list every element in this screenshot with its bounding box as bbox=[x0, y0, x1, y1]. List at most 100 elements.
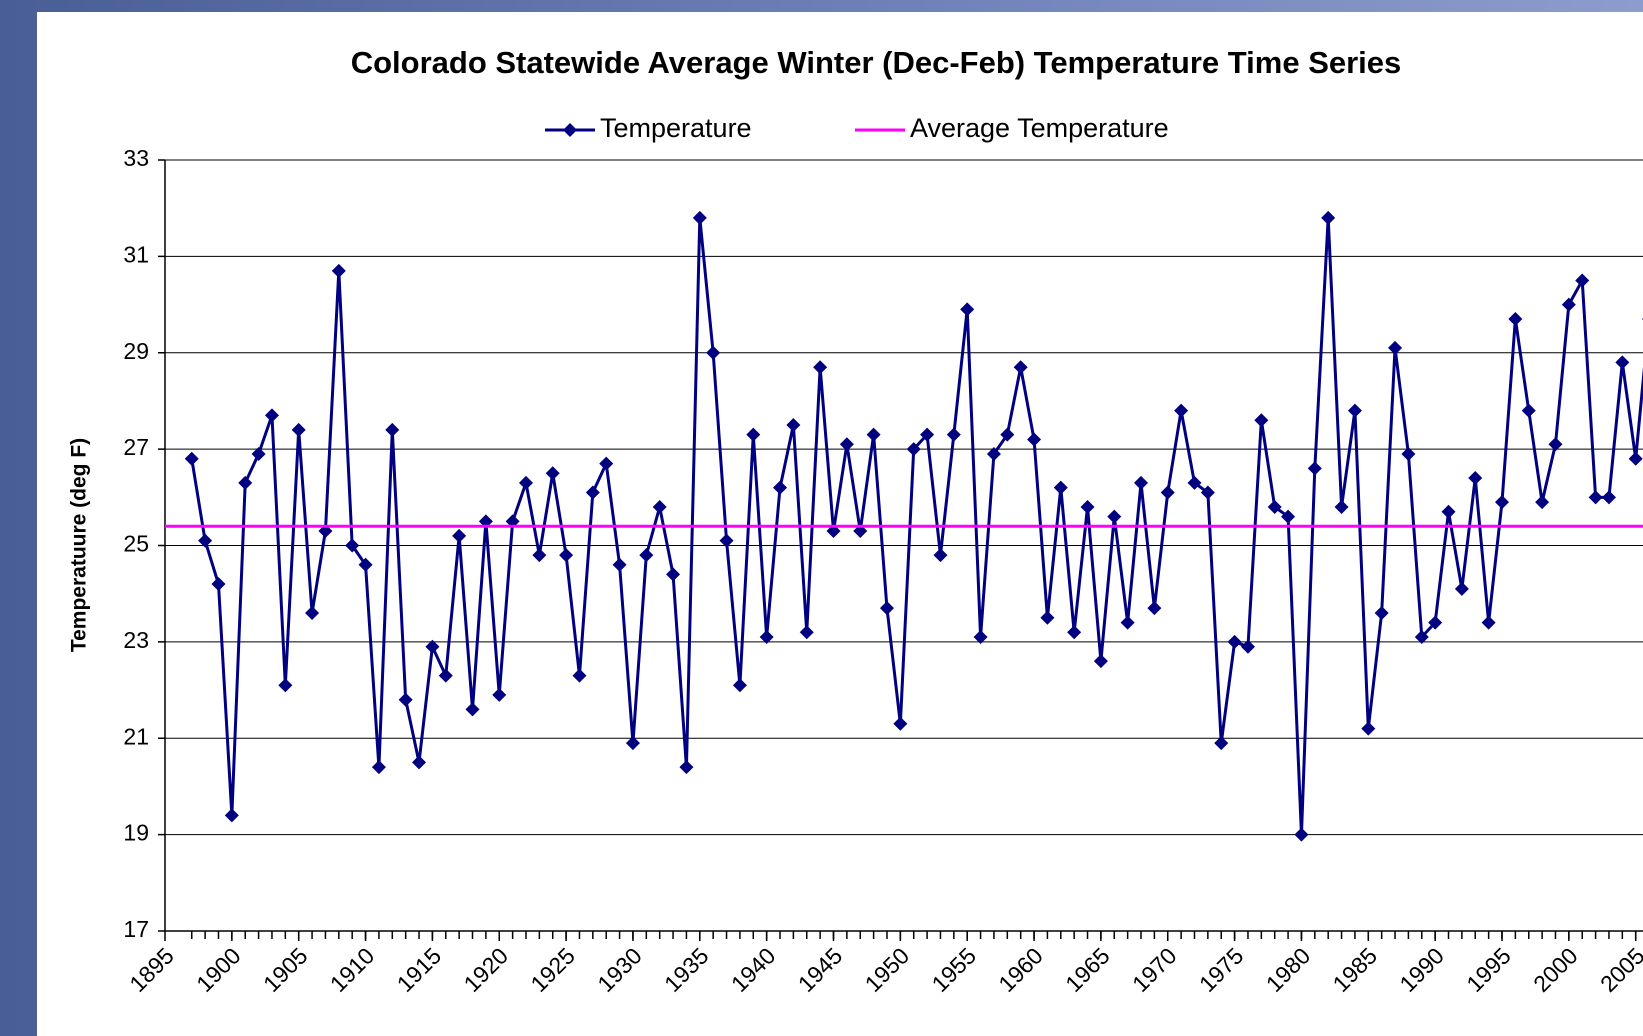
marker bbox=[799, 625, 814, 640]
marker bbox=[866, 427, 881, 442]
marker bbox=[518, 475, 533, 490]
marker bbox=[599, 456, 614, 471]
marker bbox=[1134, 475, 1149, 490]
marker bbox=[224, 808, 239, 823]
marker bbox=[1214, 736, 1229, 751]
marker bbox=[893, 716, 908, 731]
marker bbox=[1428, 615, 1443, 630]
marker bbox=[1080, 499, 1095, 514]
temperature-line bbox=[190, 217, 1643, 835]
marker bbox=[1281, 509, 1296, 524]
marker bbox=[1575, 273, 1590, 288]
marker bbox=[198, 533, 213, 548]
marker bbox=[264, 408, 279, 423]
marker bbox=[706, 345, 721, 360]
marker bbox=[1160, 485, 1175, 500]
marker bbox=[345, 538, 360, 553]
marker bbox=[652, 499, 667, 514]
marker bbox=[465, 702, 480, 717]
marker bbox=[973, 630, 988, 645]
marker bbox=[1240, 639, 1255, 654]
marker bbox=[211, 577, 226, 592]
chart-title: Colorado Statewide Average Winter (Dec-F… bbox=[351, 45, 1402, 80]
marker bbox=[946, 427, 961, 442]
marker bbox=[1174, 403, 1189, 418]
marker bbox=[412, 755, 427, 770]
marker bbox=[331, 263, 346, 278]
marker bbox=[773, 480, 788, 495]
marker bbox=[679, 760, 694, 775]
marker bbox=[1147, 601, 1162, 616]
marker bbox=[1200, 485, 1215, 500]
marker bbox=[639, 548, 654, 563]
legend-label: Average Temperature bbox=[910, 113, 1169, 143]
marker bbox=[666, 567, 681, 582]
marker bbox=[1468, 471, 1483, 486]
marker bbox=[1093, 654, 1108, 669]
legend-marker bbox=[563, 123, 577, 137]
marker bbox=[746, 427, 761, 442]
marker bbox=[438, 668, 453, 683]
y-tick-label: 23 bbox=[123, 627, 149, 653]
marker bbox=[452, 528, 467, 543]
marker bbox=[839, 437, 854, 452]
y-tick-label: 17 bbox=[123, 916, 149, 942]
marker bbox=[1013, 360, 1028, 375]
marker bbox=[1120, 615, 1135, 630]
marker bbox=[1361, 721, 1376, 736]
marker bbox=[1307, 461, 1322, 476]
marker bbox=[1187, 475, 1202, 490]
marker bbox=[425, 639, 440, 654]
marker bbox=[1107, 509, 1122, 524]
marker bbox=[291, 422, 306, 437]
marker bbox=[1267, 499, 1282, 514]
y-tick-label: 19 bbox=[123, 820, 149, 846]
y-tick-label: 31 bbox=[123, 241, 149, 267]
marker bbox=[692, 210, 707, 225]
y-tick-label: 33 bbox=[123, 145, 149, 171]
marker bbox=[920, 427, 935, 442]
marker bbox=[1294, 827, 1309, 842]
marker bbox=[398, 692, 413, 707]
marker bbox=[1495, 495, 1509, 510]
marker bbox=[278, 678, 293, 693]
marker bbox=[933, 548, 948, 563]
marker bbox=[1561, 297, 1576, 312]
marker bbox=[492, 687, 507, 702]
marker bbox=[305, 605, 320, 620]
marker bbox=[1347, 403, 1362, 418]
marker bbox=[879, 601, 894, 616]
marker bbox=[532, 548, 547, 563]
y-tick-label: 27 bbox=[123, 434, 149, 460]
marker bbox=[385, 422, 400, 437]
marker bbox=[585, 485, 600, 500]
marker bbox=[1227, 634, 1242, 649]
marker bbox=[906, 442, 921, 457]
marker bbox=[1521, 403, 1536, 418]
marker bbox=[559, 548, 574, 563]
marker bbox=[1040, 610, 1055, 625]
marker bbox=[358, 557, 373, 572]
y-tick-label: 21 bbox=[123, 723, 149, 749]
marker bbox=[1334, 499, 1349, 514]
marker bbox=[545, 466, 560, 481]
marker bbox=[1548, 437, 1563, 452]
marker bbox=[1321, 210, 1336, 225]
marker bbox=[1401, 446, 1416, 461]
marker bbox=[1067, 625, 1082, 640]
marker bbox=[986, 446, 1001, 461]
marker bbox=[1414, 630, 1429, 645]
marker bbox=[1535, 495, 1550, 510]
marker bbox=[813, 360, 828, 375]
y-tick-label: 29 bbox=[123, 338, 149, 364]
marker bbox=[625, 736, 640, 751]
marker bbox=[1588, 490, 1603, 505]
marker bbox=[960, 302, 975, 317]
marker bbox=[612, 557, 627, 572]
marker bbox=[1441, 504, 1456, 519]
marker bbox=[759, 630, 774, 645]
marker bbox=[238, 475, 253, 490]
marker bbox=[1000, 427, 1015, 442]
